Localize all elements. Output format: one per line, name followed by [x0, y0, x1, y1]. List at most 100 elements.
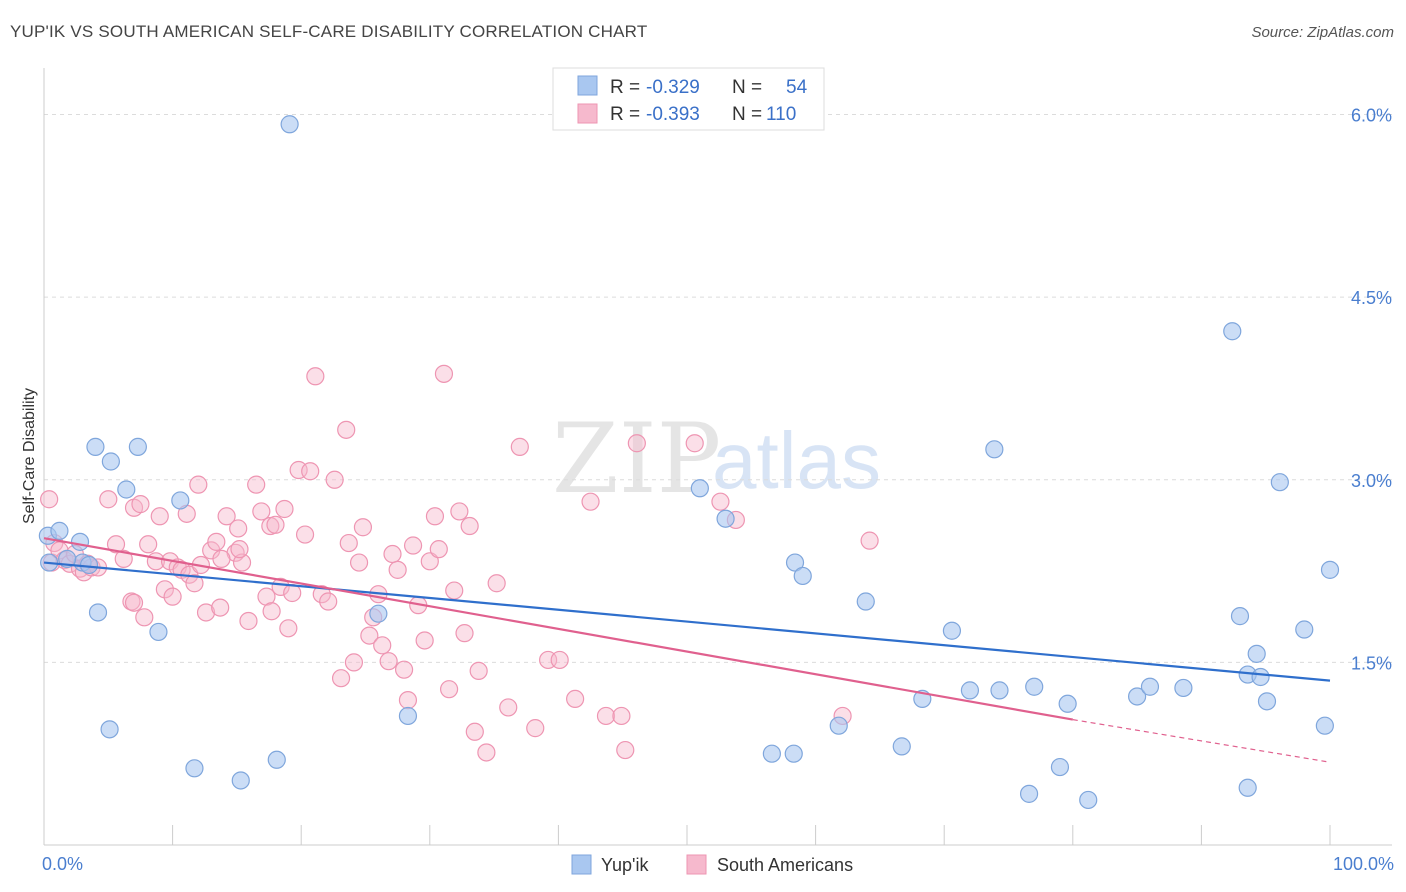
south-americans-point-29: [189, 475, 208, 494]
legend-n-label-south: N =: [732, 104, 762, 125]
chart-title: YUP'IK VS SOUTH AMERICAN SELF-CARE DISAB…: [10, 22, 648, 41]
south-americans-point-96: [627, 434, 646, 453]
yupik-point-14: [100, 720, 119, 739]
y-tick-label-2: 4.5%: [1351, 288, 1392, 308]
south-americans-point-81: [460, 516, 479, 536]
yupik-point-8: [101, 452, 120, 471]
yupik-point-44: [1230, 607, 1250, 626]
y-tick-label-3: 6.0%: [1351, 106, 1392, 126]
south-americans-point-57: [339, 533, 358, 553]
south-americans-point-33: [211, 598, 230, 617]
yupik-point-21: [690, 479, 709, 498]
yupik-point-26: [784, 744, 803, 763]
south-americans-point-14: [114, 549, 133, 568]
yupik-point-29: [892, 737, 911, 756]
south-americans-point-43: [266, 515, 285, 534]
yupik-point-13: [171, 491, 190, 510]
south-americans-trend-extension: [1072, 719, 1331, 763]
south-americans-point-59: [349, 553, 369, 572]
watermark: ZIP atlas: [552, 403, 881, 515]
south-americans-point-107: [262, 602, 281, 621]
south-americans-point-49: [295, 525, 315, 544]
yupik-point-28: [856, 592, 875, 611]
south-americans-point-98: [711, 492, 730, 511]
x-tick-labels: 0.0% 100.0%: [42, 854, 1394, 874]
yupik-point-37: [1050, 757, 1070, 777]
south-americans-point-91: [566, 689, 585, 709]
south-americans-point-67: [388, 560, 407, 579]
south-americans-point-85: [487, 574, 506, 593]
y-tick-label-0: 1.5%: [1351, 653, 1392, 673]
yupik-point-9: [128, 437, 147, 456]
south-americans-trend-line: [43, 537, 1073, 721]
bottom-legend-swatch-yupik: [571, 854, 592, 875]
south-americans-point-74: [425, 507, 445, 526]
yupik-point-43: [1223, 322, 1242, 341]
yupik-point-51: [1295, 620, 1314, 639]
yupik-point-38: [1058, 694, 1077, 713]
south-americans-point-21: [150, 507, 169, 526]
yupik-point-35: [1019, 784, 1039, 803]
south-americans-point-45: [275, 499, 294, 519]
yupik-point-3: [70, 532, 90, 551]
south-americans-point-47: [283, 583, 302, 603]
south-americans-point-51: [306, 367, 325, 386]
legend-n-value-yupik: 54: [786, 77, 808, 98]
y-axis-label: Self-Care Disability: [21, 388, 38, 524]
y-tick-labels: 1.5% 3.0% 4.5% 6.0%: [1351, 106, 1392, 674]
x-tick-label-1: 100.0%: [1333, 854, 1394, 874]
south-americans-point-94: [612, 706, 631, 726]
south-americans-point-44: [271, 577, 290, 596]
south-americans-point-18: [135, 608, 154, 627]
south-americans-point-28: [185, 574, 204, 593]
yupik-point-39: [1079, 790, 1098, 810]
yupik-point-34: [990, 681, 1009, 700]
south-americans-point-34: [217, 507, 236, 526]
south-americans-point-78: [445, 581, 464, 600]
south-americans-point-76: [434, 364, 454, 383]
south-americans-point-90: [550, 650, 569, 670]
yupik-point-17: [267, 750, 286, 769]
bottom-legend-label-yupik: Yup'ik: [601, 855, 649, 875]
yupik-point-32: [960, 681, 980, 700]
south-americans-point-66: [383, 544, 402, 564]
yupik-point-31: [942, 621, 962, 640]
yupik-point-27: [829, 716, 848, 735]
south-americans-point-56: [337, 420, 356, 439]
axes: [43, 68, 1392, 846]
south-americans-point-70: [403, 536, 423, 555]
yupik-point-33: [985, 440, 1004, 459]
yupik-point-42: [1174, 678, 1193, 698]
yupik-point-1: [50, 521, 69, 540]
yupik-point-45: [1247, 644, 1266, 663]
south-americans-point-40: [252, 502, 271, 521]
chart-source: Source: ZipAtlas.com: [1251, 24, 1394, 41]
south-americans-point-106: [230, 540, 249, 559]
yupik-point-16: [231, 771, 250, 790]
yupik-trend-line: [43, 561, 1331, 682]
south-americans-point-17: [131, 495, 150, 514]
south-americans-point-50: [301, 462, 320, 481]
south-americans-points: [40, 364, 879, 762]
south-americans-point-0: [40, 490, 59, 509]
legend-r-value-south: -0.393: [646, 104, 700, 125]
bottom-legend-swatch-south: [686, 854, 707, 875]
legend-swatch-yupik: [577, 75, 598, 96]
south-americans-point-53: [319, 592, 338, 611]
yupik-point-22: [716, 509, 735, 528]
legend-r-label-yupik: R =: [610, 77, 640, 98]
south-americans-point-103: [163, 587, 182, 606]
yupik-point-19: [369, 604, 388, 623]
legend: R = -0.329 N = 54 R = -0.393 N = 110: [552, 67, 825, 131]
south-americans-point-61: [360, 626, 379, 645]
yupik-point-36: [1025, 677, 1044, 696]
south-americans-point-58: [344, 653, 364, 672]
yupik-point-50: [1238, 778, 1257, 797]
yupik-point-20: [398, 706, 418, 726]
legend-box: [552, 67, 825, 131]
south-americans-point-88: [526, 719, 545, 738]
yupik-point-23: [762, 744, 781, 763]
bottom-legend-label-south: South Americans: [717, 855, 853, 875]
legend-n-value-south: 110: [766, 104, 796, 125]
